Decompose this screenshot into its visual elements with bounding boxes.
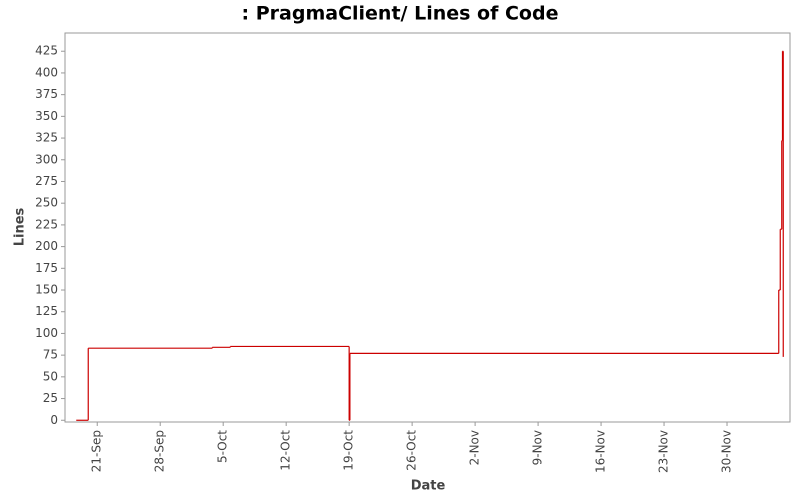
y-tick-label: 150	[35, 283, 58, 297]
y-tick-label: 275	[35, 174, 58, 188]
y-tick-label: 125	[35, 304, 58, 318]
y-tick-label: 350	[35, 109, 58, 123]
y-tick-label: 175	[35, 261, 58, 275]
x-tick-label: 21-Sep	[90, 430, 104, 472]
y-tick-label: 75	[43, 348, 58, 362]
x-tick-label: 2-Nov	[468, 430, 482, 465]
y-tick-label: 400	[35, 65, 58, 79]
y-tick-label: 50	[43, 369, 58, 383]
y-tick-label: 25	[43, 391, 58, 405]
x-tick-label: 12-Oct	[279, 430, 293, 471]
y-tick-label: 300	[35, 152, 58, 166]
y-tick-label: 225	[35, 217, 58, 231]
x-tick-label: 9-Nov	[531, 430, 545, 465]
x-tick-label: 16-Nov	[594, 430, 608, 473]
y-tick-label: 0	[50, 413, 58, 427]
x-tick-label: 28-Sep	[153, 430, 167, 472]
x-tick-label: 19-Oct	[342, 430, 356, 471]
chart-title: : PragmaClient/ Lines of Code	[242, 3, 559, 25]
y-tick-label: 325	[35, 131, 58, 145]
y-tick-label: 375	[35, 87, 58, 101]
y-axis-label: Lines	[13, 207, 28, 246]
x-tick-label: 26-Oct	[405, 430, 419, 471]
x-tick-label: 23-Nov	[657, 430, 671, 473]
y-tick-label: 100	[35, 326, 58, 340]
x-tick-label: 30-Nov	[720, 430, 734, 473]
x-axis-label: Date	[411, 479, 446, 494]
x-tick-label: 5-Oct	[216, 430, 230, 463]
y-tick-label: 200	[35, 239, 58, 253]
y-tick-label: 425	[35, 44, 58, 58]
y-tick-label: 250	[35, 196, 58, 210]
plot-area	[64, 32, 791, 423]
